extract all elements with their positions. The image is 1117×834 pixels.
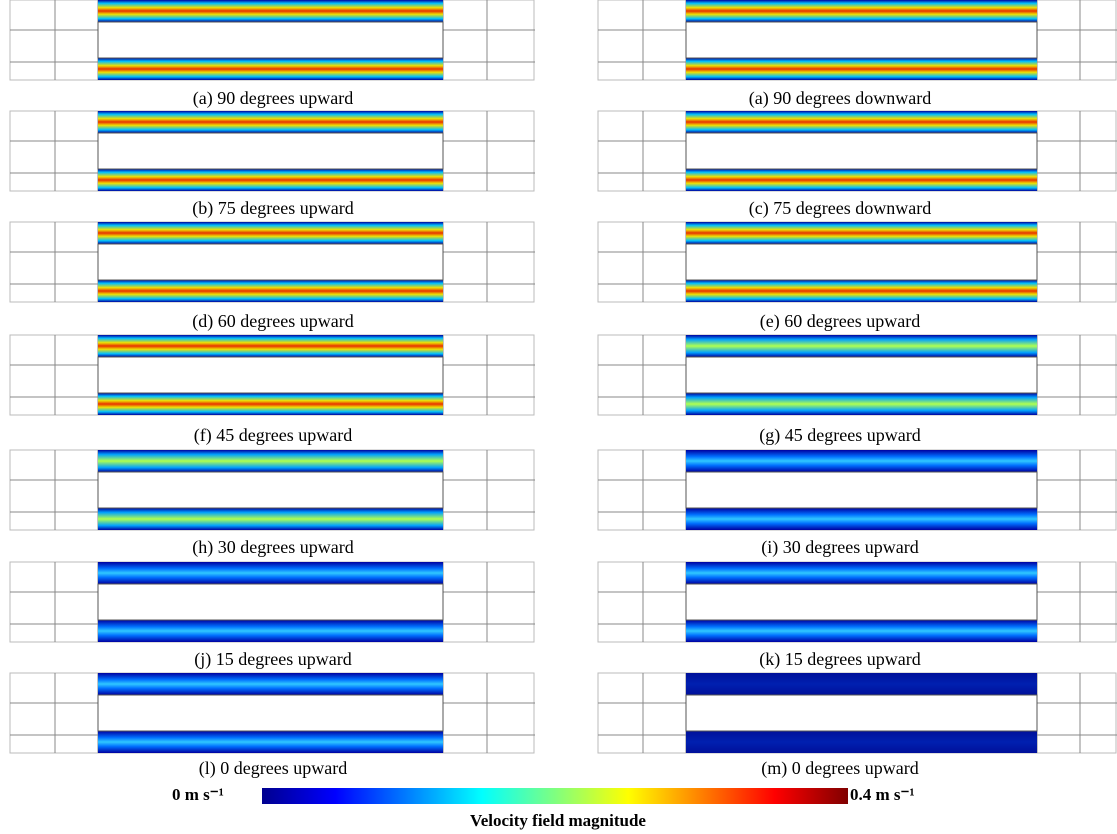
channel-top [686, 673, 1037, 695]
panel: (b) 75 degrees upward [10, 111, 535, 219]
channel-gap [98, 472, 443, 508]
colorbar-min-label: 0 m s⁻¹ [172, 785, 224, 804]
channel-top [686, 222, 1037, 244]
panel: (l) 0 degrees upward [10, 673, 535, 779]
panel-caption: (b) 75 degrees upward [192, 198, 353, 219]
channel-top [98, 562, 443, 584]
panel: (c) 75 degrees downward [598, 111, 1117, 219]
channel-bottom [98, 508, 443, 530]
channel-top [686, 562, 1037, 584]
channel-bottom [686, 393, 1037, 415]
panel: (h) 30 degrees upward [10, 450, 535, 558]
channel-bottom [686, 280, 1037, 302]
channel-bottom [98, 169, 443, 191]
panel-caption: (c) 75 degrees downward [749, 198, 931, 219]
panel-caption: (m) 0 degrees upward [761, 758, 918, 779]
channel-bottom [686, 58, 1037, 80]
channel-bottom [98, 280, 443, 302]
panel: (k) 15 degrees upward [598, 562, 1117, 670]
channel-bottom [686, 731, 1037, 753]
panel-caption: (d) 60 degrees upward [192, 311, 353, 332]
panel-caption: (l) 0 degrees upward [199, 758, 347, 779]
panel-caption: (f) 45 degrees upward [194, 425, 352, 446]
channel-gap [98, 22, 443, 58]
channel-bottom [98, 620, 443, 642]
channel-top [98, 222, 443, 244]
colorbar-max-label: 0.4 m s⁻¹ [850, 785, 915, 804]
channel-gap [98, 244, 443, 280]
channel-top [98, 0, 443, 22]
panel-caption: (k) 15 degrees upward [759, 649, 920, 670]
channel-gap [686, 584, 1037, 620]
channel-gap [98, 357, 443, 393]
channel-top [98, 673, 443, 695]
colorbar [262, 788, 848, 804]
figure: (a) 90 degrees upward (a) 90 degrees down… [0, 0, 1117, 834]
channel-top [686, 335, 1037, 357]
channel-bottom [686, 169, 1037, 191]
channel-top [686, 111, 1037, 133]
panel: (j) 15 degrees upward [10, 562, 535, 670]
channel-gap [98, 133, 443, 169]
channel-gap [686, 695, 1037, 731]
channel-gap [686, 472, 1037, 508]
panel: (m) 0 degrees upward [598, 673, 1117, 779]
panels: (a) 90 degrees upward (a) 90 degrees down… [10, 0, 1117, 779]
panel-caption: (g) 45 degrees upward [759, 425, 920, 446]
channel-gap [686, 133, 1037, 169]
channel-gap [686, 357, 1037, 393]
channel-top [686, 0, 1037, 22]
colorbar-title: Velocity field magnitude [470, 811, 646, 830]
channel-gap [98, 584, 443, 620]
channel-bottom [98, 731, 443, 753]
panel: (i) 30 degrees upward [598, 450, 1117, 558]
channel-top [98, 450, 443, 472]
panel: (a) 90 degrees upward [10, 0, 535, 109]
channel-top [98, 335, 443, 357]
panel: (f) 45 degrees upward [10, 335, 535, 446]
channel-gap [98, 695, 443, 731]
panel: (g) 45 degrees upward [598, 335, 1117, 446]
panel-caption: (e) 60 degrees upward [760, 311, 920, 332]
channel-gap [686, 244, 1037, 280]
channel-top [98, 111, 443, 133]
channel-gap [686, 22, 1037, 58]
panel: (d) 60 degrees upward [10, 222, 535, 332]
panel-caption: (a) 90 degrees upward [193, 88, 353, 109]
channel-bottom [686, 620, 1037, 642]
panel: (e) 60 degrees upward [598, 222, 1117, 332]
channel-bottom [98, 58, 443, 80]
channel-bottom [98, 393, 443, 415]
channel-top [686, 450, 1037, 472]
page: {"panels": [ {"caption": "(a) 90 degrees… [0, 0, 1117, 834]
panel-caption: (a) 90 degrees downward [749, 88, 931, 109]
panel: (a) 90 degrees downward [598, 0, 1117, 109]
panel-caption: (i) 30 degrees upward [761, 537, 918, 558]
channel-bottom [686, 508, 1037, 530]
panel-caption: (h) 30 degrees upward [192, 537, 353, 558]
panel-caption: (j) 15 degrees upward [194, 649, 351, 670]
